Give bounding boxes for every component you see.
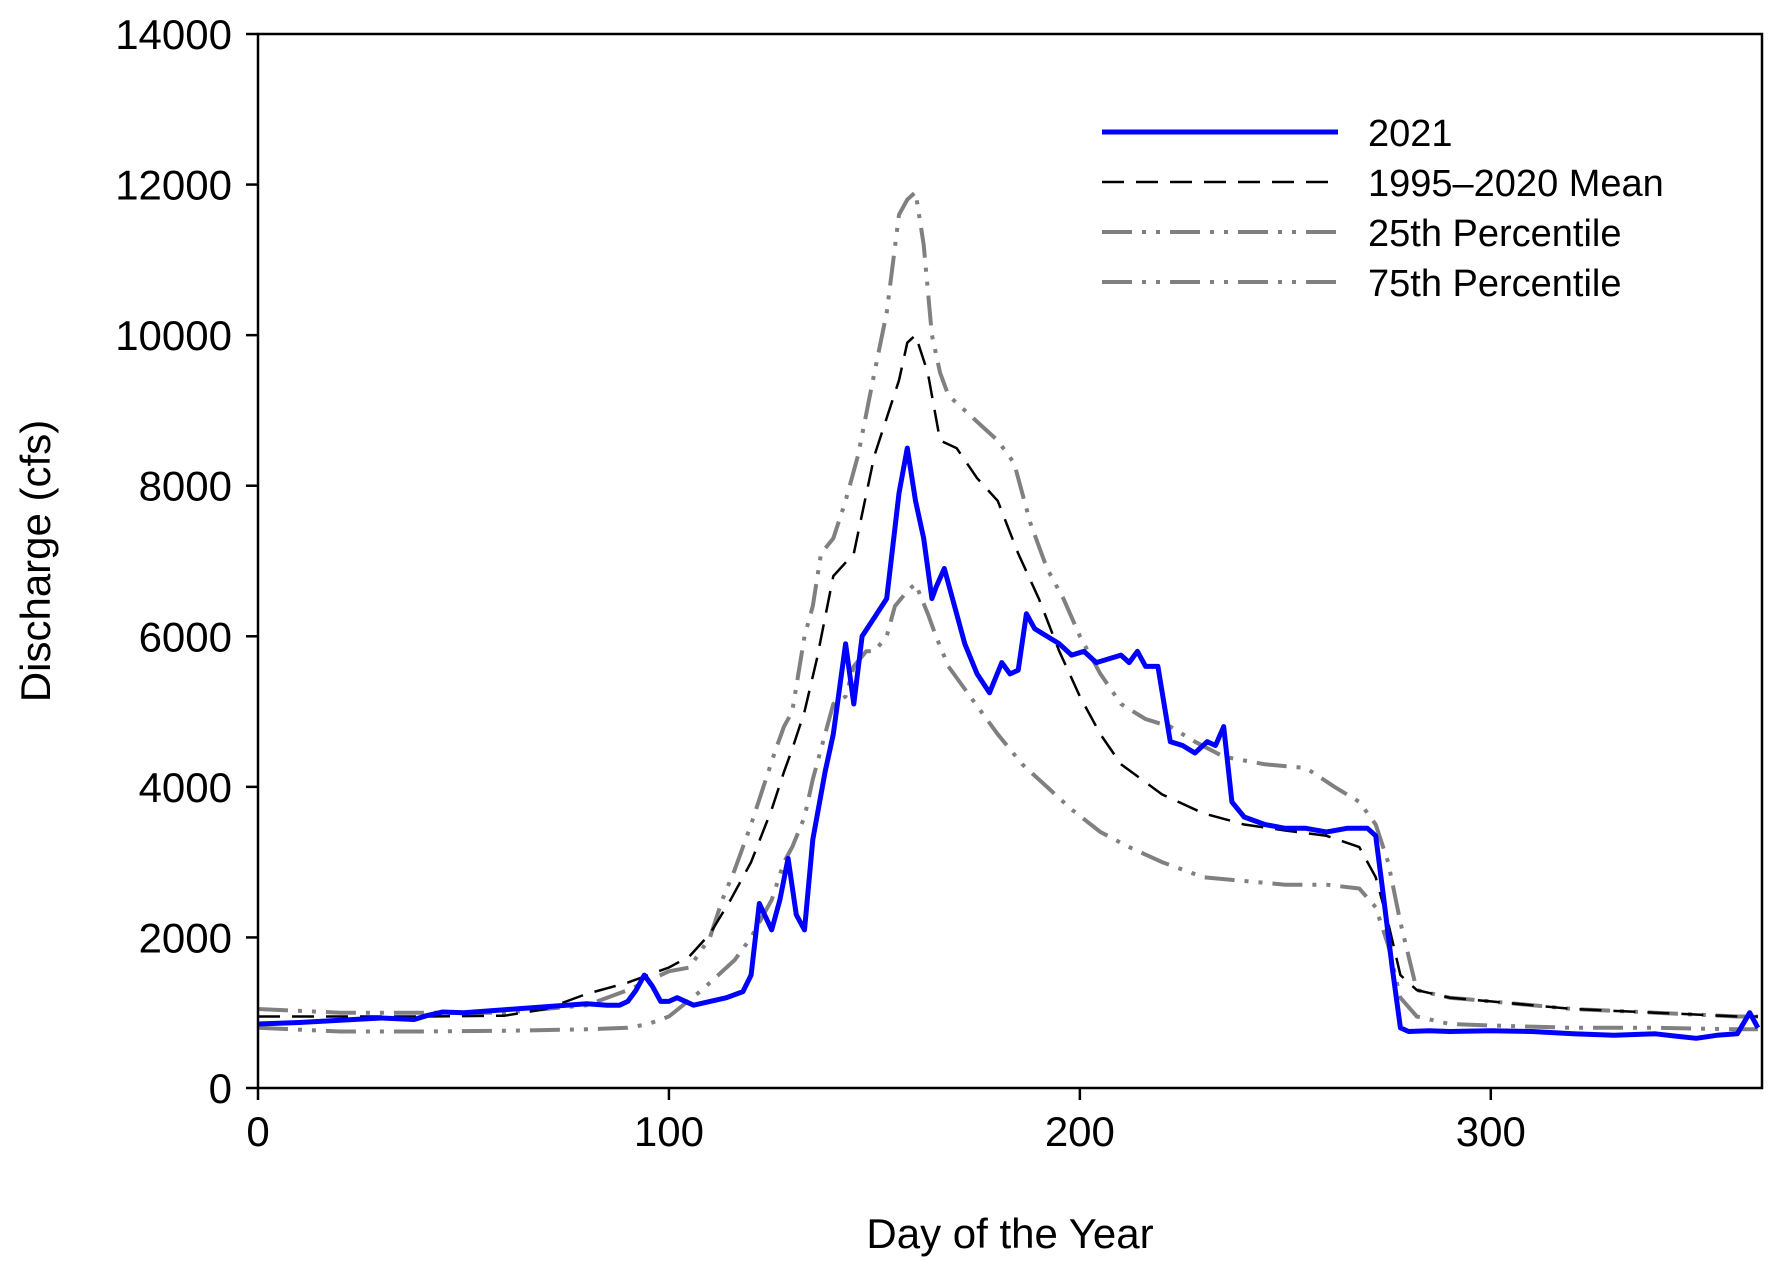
legend: 2021 1995–2020 Mean 25th Percentile 75th Pe… <box>1102 113 1664 305</box>
series-line-2 <box>257 581 1758 1034</box>
x-tick-label: 0 <box>246 1108 269 1155</box>
y-tick-label: 0 <box>209 1065 232 1112</box>
y-tick-label: 14000 <box>115 11 232 58</box>
legend-label: 2021 <box>1368 113 1453 155</box>
x-tick-label: 200 <box>1045 1108 1115 1155</box>
legend-label: 1995–2020 Mean <box>1368 163 1664 205</box>
y-tick-label: 8000 <box>139 463 232 510</box>
x-tick-label: 300 <box>1456 1108 1526 1155</box>
x-axis-label: Day of the Year <box>866 1210 1153 1257</box>
axis-ticks: 0 100 200 300 0 2000 4000 6000 8000 10000 12000 140… <box>115 11 1526 1155</box>
legend-label: 75th Percentile <box>1368 263 1622 305</box>
series-line-1 <box>258 333 1758 1018</box>
y-axis-label: Discharge (cfs) <box>12 420 59 702</box>
plot-frame <box>256 32 1764 1090</box>
y-tick-label: 4000 <box>139 764 232 811</box>
x-tick-label: 100 <box>634 1108 704 1155</box>
y-tick-label: 10000 <box>115 312 232 359</box>
series-line-3 <box>257 190 1758 1019</box>
y-tick-label: 12000 <box>115 162 232 209</box>
y-tick-label: 2000 <box>139 914 232 961</box>
y-tick-label: 6000 <box>139 613 232 660</box>
series-layer <box>257 190 1761 1041</box>
series-line-0 <box>257 445 1761 1041</box>
legend-label: 25th Percentile <box>1368 213 1622 255</box>
